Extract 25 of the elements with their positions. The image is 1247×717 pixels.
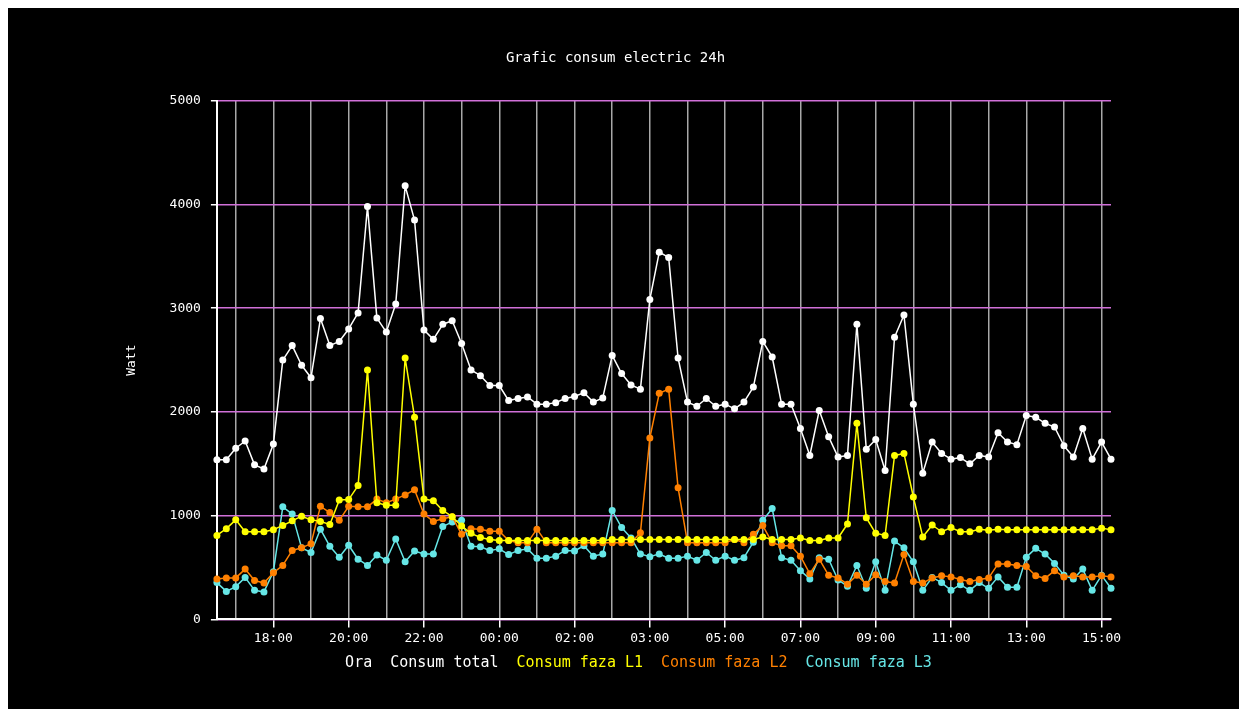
x-tick-label: 13:00 [1006, 629, 1046, 645]
x-tick-label: 09:00 [856, 629, 896, 645]
text: Consum total [390, 653, 499, 671]
x-tick-label: 07:00 [780, 629, 820, 645]
text: Consum faza L2 [661, 653, 788, 671]
x-tick-label: 18:00 [253, 629, 293, 645]
y-tick-label: 0 [193, 610, 201, 626]
y-axis-title: Watt [123, 344, 139, 376]
text: Consum faza L1 [516, 653, 644, 671]
x-tick-label: 02:00 [554, 629, 595, 645]
x-tick-label: 15:00 [1082, 629, 1122, 645]
y-tick-label: 4000 [169, 195, 201, 211]
x-tick-label: 00:00 [479, 629, 519, 645]
x-tick-label: 20:00 [329, 629, 369, 645]
y-tick-label: 5000 [169, 92, 201, 108]
y-tick-label: 1000 [169, 507, 201, 523]
x-tick-label: 22:00 [404, 629, 444, 645]
x-tick-label: 03:00 [630, 629, 670, 645]
y-tick-label: 3000 [169, 299, 201, 315]
text: Consum faza L3 [805, 653, 932, 671]
y-tick-label: 2000 [169, 403, 201, 419]
x-axis-title: Ora [345, 653, 373, 671]
x-tick-label: 11:00 [931, 629, 971, 645]
chart-title: Grafic consum electric 24h [505, 49, 726, 66]
x-tick-label: 05:00 [705, 629, 745, 645]
